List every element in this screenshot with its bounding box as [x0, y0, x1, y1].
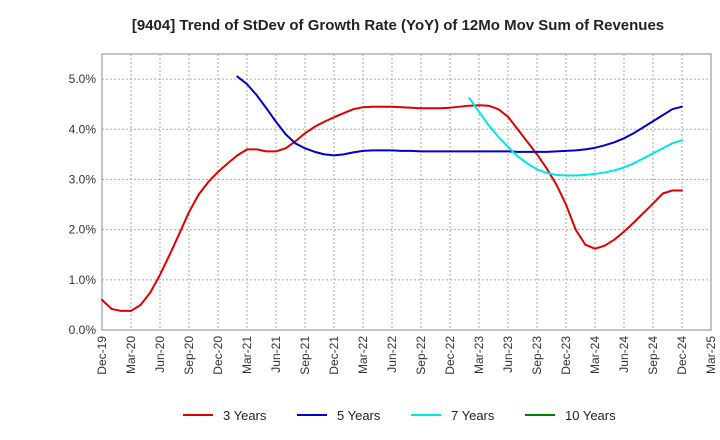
x-tick-label: Sep-23: [530, 336, 544, 375]
x-tick-label: Sep-24: [646, 336, 660, 375]
x-tick-label: Mar-25: [704, 336, 718, 374]
x-tick-label: Mar-24: [588, 336, 602, 374]
y-tick-label: 4.0%: [69, 122, 97, 136]
chart-title: [9404] Trend of StDev of Growth Rate (Yo…: [132, 17, 664, 34]
x-tick-label: Mar-20: [124, 336, 138, 374]
series-line-5-years: [236, 75, 683, 157]
series-line-7-years: [468, 97, 683, 177]
series-group: [101, 75, 683, 312]
legend-label: 7 Years: [451, 408, 495, 423]
x-tick-label: Sep-22: [414, 336, 428, 375]
x-tick-label: Dec-21: [327, 336, 341, 375]
y-tick-label: 3.0%: [69, 172, 97, 186]
x-tick-label: Mar-22: [356, 336, 370, 374]
legend-label: 10 Years: [565, 408, 616, 423]
y-tick-label: 5.0%: [69, 72, 97, 86]
x-tick-label: Jun-24: [617, 336, 631, 373]
x-tick-label: Mar-21: [240, 336, 254, 374]
legend: 3 Years 5 Years 7 Years 10 Years: [183, 408, 616, 423]
x-tick-label: Jun-22: [385, 336, 399, 373]
legend-label: 5 Years: [337, 408, 381, 423]
legend-label: 3 Years: [223, 408, 267, 423]
x-tick-label: Dec-20: [211, 336, 225, 375]
grid: [102, 54, 711, 330]
x-tick-label: Jun-23: [501, 336, 515, 373]
x-tick-label: Dec-22: [443, 336, 457, 375]
axes: 0.0% 1.0% 2.0% 3.0% 4.0% 5.0% Dec-19 Mar-20 Jun-…: [69, 72, 718, 375]
y-tick-label: 1.0%: [69, 273, 97, 287]
y-tick-label: 2.0%: [69, 223, 97, 237]
x-tick-label: Dec-19: [95, 336, 109, 375]
x-tick-label: Sep-20: [182, 336, 196, 375]
x-tick-label: Mar-23: [472, 336, 486, 374]
x-tick-label: Dec-24: [675, 336, 689, 375]
plot-area: [101, 53, 712, 331]
x-tick-label: Jun-21: [269, 336, 283, 373]
y-tick-label: 0.0%: [69, 323, 97, 337]
x-tick-label: Dec-23: [559, 336, 573, 375]
x-tick-label: Sep-21: [298, 336, 312, 375]
x-tick-label: Jun-20: [153, 336, 167, 373]
series-line-3-years: [101, 104, 683, 312]
